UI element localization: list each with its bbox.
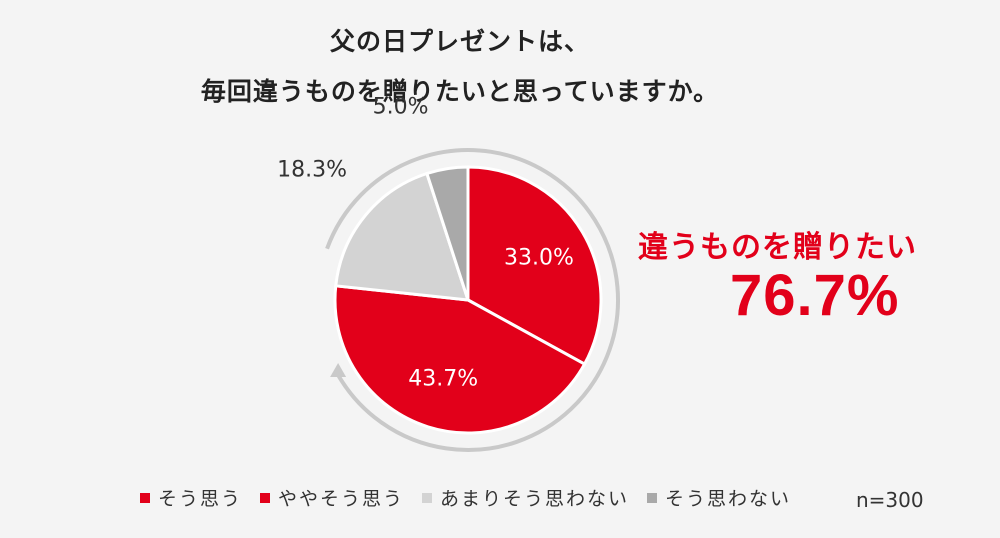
- chart-title-line1: 父の日プレゼントは、: [329, 27, 590, 56]
- pie-slice-4: [425, 165, 470, 301]
- pie-slice-1: [466, 165, 603, 367]
- legend-swatch-2: [260, 492, 271, 503]
- slice-label-2: 43.7%: [408, 366, 479, 392]
- legend-swatch-3: [422, 492, 433, 503]
- pie-slice-2: [333, 284, 587, 435]
- legend-label-3: あまりそう思わない: [440, 488, 630, 510]
- chart-title-line2: 毎回違うものを贈りたいと思っていますか。: [200, 77, 720, 106]
- legend-swatch-4: [647, 492, 658, 503]
- legend-item-4: そう思わない: [647, 484, 791, 511]
- slice-label-4: 5.0%: [372, 94, 429, 120]
- legend-item-2: ややそう思う: [260, 484, 404, 511]
- legend-label-1: そう思う: [158, 488, 243, 510]
- legend-label-4: そう思わない: [665, 488, 792, 510]
- slice-label-1: 33.0%: [504, 245, 574, 271]
- legend: そう思う ややそう思う あまりそう思わない そう思わない: [140, 484, 791, 511]
- summary-label: 違うものを贈りたい: [638, 230, 917, 265]
- pie-slice-3: [334, 171, 471, 302]
- legend-label-2: ややそう思う: [278, 488, 405, 510]
- legend-item-3: あまりそう思わない: [422, 484, 629, 511]
- legend-swatch-1: [140, 492, 150, 503]
- summary-value: 76.7%: [730, 263, 900, 328]
- sample-size: n=300: [856, 488, 924, 512]
- guide-arc: [325, 148, 620, 452]
- guide-arrowhead: [330, 363, 347, 377]
- legend-item-1: そう思う: [140, 484, 242, 511]
- slice-label-3: 18.3%: [277, 157, 348, 183]
